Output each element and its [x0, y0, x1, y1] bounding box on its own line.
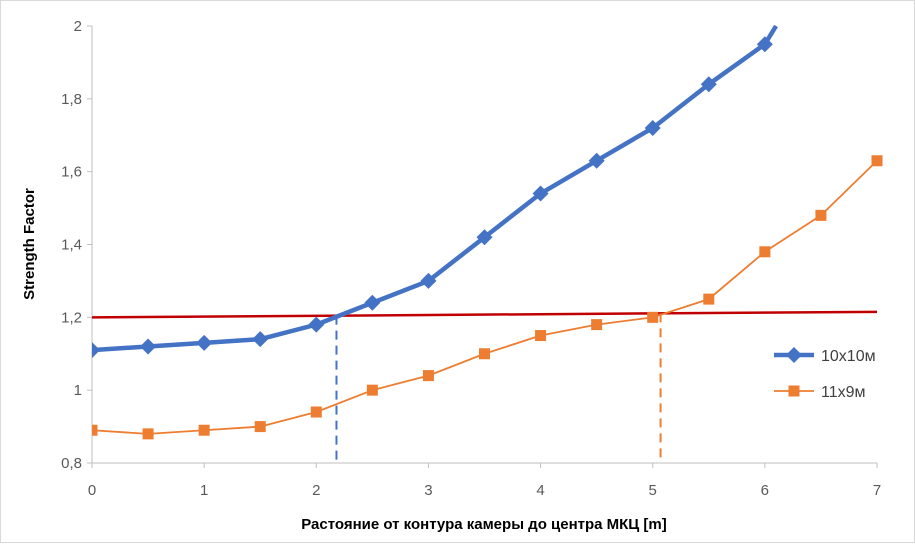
series-2 — [92, 155, 883, 440]
x-axis-title: Растояние от контура камеры до центра МК… — [301, 516, 667, 533]
x-tick-label: 4 — [536, 482, 544, 499]
axes — [87, 25, 878, 468]
data-point-diamond — [700, 76, 717, 93]
x-tick-label: 5 — [649, 482, 657, 499]
y-tick-label: 1,2 — [61, 309, 82, 326]
reference-line — [91, 310, 878, 319]
data-point-diamond — [644, 119, 661, 136]
data-point-square — [759, 246, 771, 258]
data-point-square — [198, 424, 210, 436]
series-line — [92, 160, 878, 435]
data-point-square — [647, 311, 659, 323]
data-point-square — [422, 370, 434, 382]
data-point-square — [142, 428, 154, 440]
data-point-diamond — [140, 338, 157, 355]
data-point-square — [310, 406, 322, 418]
y-tick-label: 1,8 — [61, 91, 82, 108]
x-tick-labels: 0 1 2 3 4 5 6 7 — [88, 482, 881, 499]
y-tick-label: 1,6 — [61, 164, 82, 181]
y-tick-labels: 0,8 1 1,2 1,4 1,6 1,8 2 — [61, 18, 82, 472]
data-point-diamond — [532, 185, 549, 202]
legend-marker-diamond — [786, 347, 802, 363]
x-tick-label: 0 — [88, 482, 96, 499]
data-point-diamond — [476, 229, 493, 246]
data-point-diamond — [364, 294, 381, 311]
x-tick-label: 7 — [873, 482, 881, 499]
data-point-square — [591, 319, 603, 331]
legend-label: 10x10м — [821, 348, 876, 365]
x-tick-label: 2 — [312, 482, 320, 499]
data-point-square — [871, 155, 883, 167]
reference-line-group — [91, 310, 878, 319]
x-tick-label: 1 — [200, 482, 208, 499]
data-point-diamond — [756, 36, 773, 53]
data-point-diamond — [252, 331, 269, 348]
data-point-diamond — [588, 152, 605, 169]
data-point-diamond — [420, 272, 437, 289]
y-tick-label: 0,8 — [61, 455, 82, 472]
legend-label: 11x9м — [821, 384, 866, 401]
y-tick-label: 1,4 — [61, 237, 82, 254]
y-tick-label: 1 — [74, 382, 82, 399]
data-point-square — [366, 384, 378, 396]
data-point-diamond — [92, 342, 100, 359]
x-tick-label: 3 — [424, 482, 432, 499]
series-line — [92, 25, 778, 353]
data-point-square — [815, 209, 827, 221]
data-point-diamond — [196, 334, 213, 351]
data-point-square — [92, 424, 98, 436]
data-point-square — [703, 293, 715, 305]
series-1 — [92, 25, 778, 359]
y-axis-title: Strength Factor — [21, 188, 38, 300]
data-point-square — [535, 330, 547, 342]
series-group — [92, 25, 883, 440]
vertical-markers — [335, 313, 662, 463]
y-tick-label: 2 — [74, 18, 82, 35]
legend: 10x10м 11x9м — [774, 347, 876, 401]
legend-marker-square — [788, 385, 800, 397]
data-point-square — [479, 348, 490, 360]
data-point-diamond — [308, 316, 325, 333]
x-tick-label: 6 — [761, 482, 769, 499]
data-point-square — [254, 421, 266, 433]
